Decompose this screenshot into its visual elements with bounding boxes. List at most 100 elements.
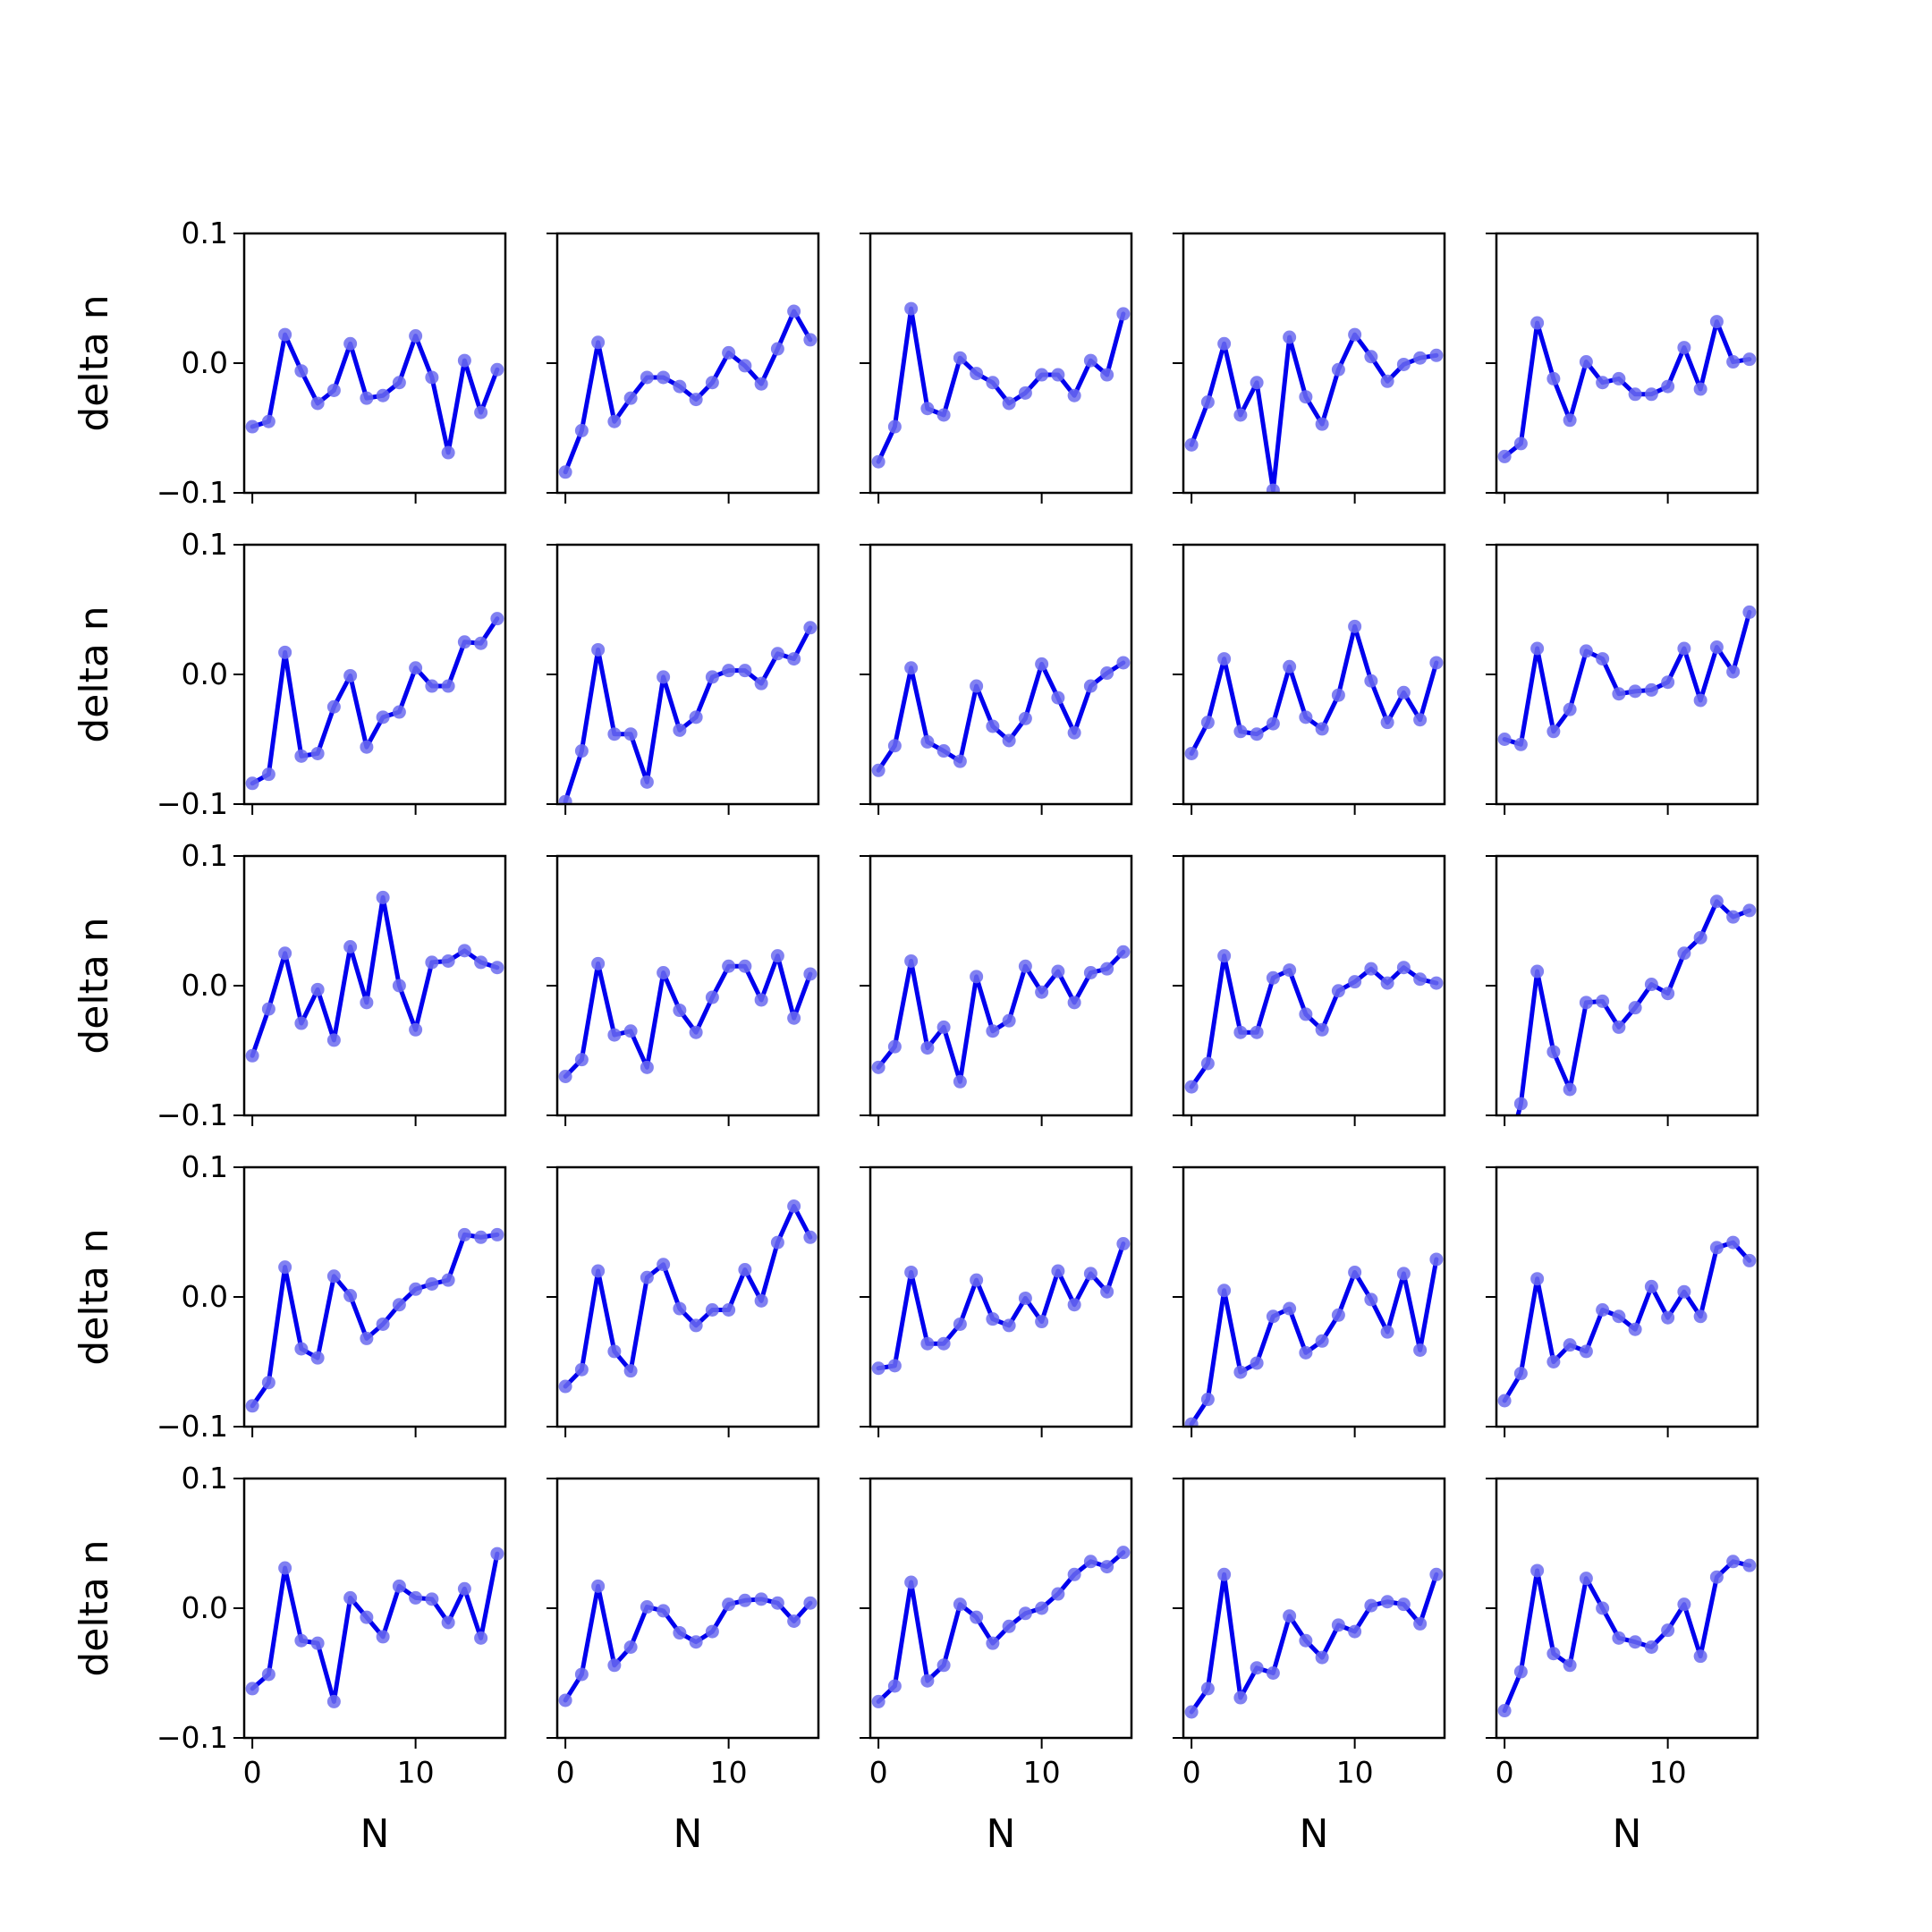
- data-point: [245, 1682, 259, 1696]
- data-point: [1250, 1661, 1264, 1675]
- data-point: [1184, 1417, 1199, 1427]
- data-point: [1116, 945, 1131, 959]
- data-point: [392, 1298, 406, 1312]
- data-point: [1628, 1001, 1642, 1015]
- data-point: [1563, 1082, 1577, 1097]
- data-point: [970, 1273, 984, 1287]
- data-point: [1726, 1235, 1741, 1250]
- subplot-r1-c3: [860, 232, 1133, 504]
- data-point: [657, 370, 671, 385]
- y-tick-label: −0.1: [157, 475, 228, 510]
- data-point: [970, 970, 984, 984]
- data-point: [457, 944, 471, 958]
- data-point: [770, 949, 784, 963]
- data-point: [261, 414, 275, 428]
- data-point: [591, 956, 606, 970]
- data-point: [1413, 1616, 1428, 1631]
- data-point: [1002, 733, 1016, 748]
- data-point: [490, 1227, 504, 1241]
- data-point: [1429, 1567, 1444, 1581]
- data-point: [1396, 1267, 1411, 1281]
- data-point: [722, 1303, 736, 1317]
- data-point: [1612, 371, 1626, 386]
- data-point: [457, 1581, 471, 1596]
- y-tick-label: 0.0: [182, 1279, 228, 1314]
- data-point: [376, 388, 390, 402]
- data-point: [920, 1674, 935, 1688]
- data-point: [441, 1615, 455, 1630]
- data-point: [1283, 1301, 1297, 1316]
- data-point: [738, 359, 752, 373]
- data-point: [920, 402, 935, 416]
- data-point: [441, 679, 455, 693]
- data-point: [1693, 1649, 1707, 1664]
- data-point: [920, 734, 935, 749]
- data-point: [607, 1344, 622, 1359]
- data-point: [1018, 1291, 1032, 1305]
- data-point: [1200, 395, 1215, 409]
- series-group: [245, 327, 504, 460]
- data-point: [1530, 641, 1545, 656]
- data-point: [1429, 656, 1444, 670]
- data-point: [1579, 644, 1593, 658]
- data-point: [392, 376, 406, 390]
- data-point: [1250, 727, 1264, 741]
- data-point: [441, 1273, 455, 1287]
- data-point: [936, 744, 951, 758]
- data-point: [294, 749, 309, 763]
- data-point: [986, 1312, 1000, 1326]
- data-point: [1018, 711, 1032, 725]
- data-point: [409, 329, 423, 343]
- data-point: [1726, 1555, 1741, 1569]
- x-tick-label: 0: [243, 1755, 262, 1790]
- data-point: [294, 1633, 309, 1648]
- data-point: [558, 1070, 572, 1083]
- data-point: [904, 661, 919, 675]
- data-point: [1299, 710, 1313, 724]
- data-point: [1644, 387, 1658, 402]
- data-point: [474, 955, 488, 970]
- data-point: [376, 1317, 390, 1331]
- y-axis-label: delta n: [72, 1228, 117, 1365]
- data-point: [754, 676, 768, 691]
- data-point: [1380, 1595, 1394, 1609]
- series-line: [876, 306, 1126, 464]
- subplot-r1-c1: 0.1 0.0 −0.1 delta n: [72, 216, 507, 510]
- data-point: [1546, 1355, 1561, 1368]
- data-point: [936, 1336, 951, 1351]
- data-point: [803, 1230, 818, 1244]
- data-point: [1661, 1310, 1675, 1325]
- data-point: [871, 1060, 886, 1074]
- series-line: [876, 1550, 1126, 1704]
- subplot-r5-c3: 0 10N: [860, 1477, 1133, 1857]
- y-axis-label: delta n: [72, 294, 117, 431]
- data-point: [1380, 716, 1394, 730]
- data-point: [1200, 716, 1215, 730]
- data-point: [474, 405, 488, 419]
- data-point: [1067, 388, 1081, 402]
- data-point: [1513, 737, 1528, 751]
- data-point: [343, 940, 358, 953]
- data-point: [1250, 1356, 1264, 1370]
- y-tick-label: −0.1: [157, 1409, 228, 1444]
- data-point: [953, 1317, 967, 1331]
- data-point: [1200, 1056, 1215, 1071]
- data-point: [1563, 413, 1577, 428]
- data-point: [787, 304, 801, 318]
- data-point: [1315, 417, 1329, 431]
- data-point: [953, 351, 967, 365]
- data-point: [1644, 682, 1658, 697]
- data-point: [887, 1359, 902, 1373]
- data-point: [1051, 964, 1065, 979]
- data-point: [657, 966, 671, 979]
- data-point: [787, 652, 801, 666]
- data-point: [1709, 1570, 1724, 1584]
- data-point: [1396, 357, 1411, 371]
- data-point: [1596, 652, 1610, 666]
- data-point: [1677, 1597, 1691, 1612]
- data-point: [1100, 368, 1114, 382]
- data-point: [310, 1351, 325, 1365]
- series-group: [1184, 949, 1444, 1094]
- series-group: [1497, 315, 1757, 463]
